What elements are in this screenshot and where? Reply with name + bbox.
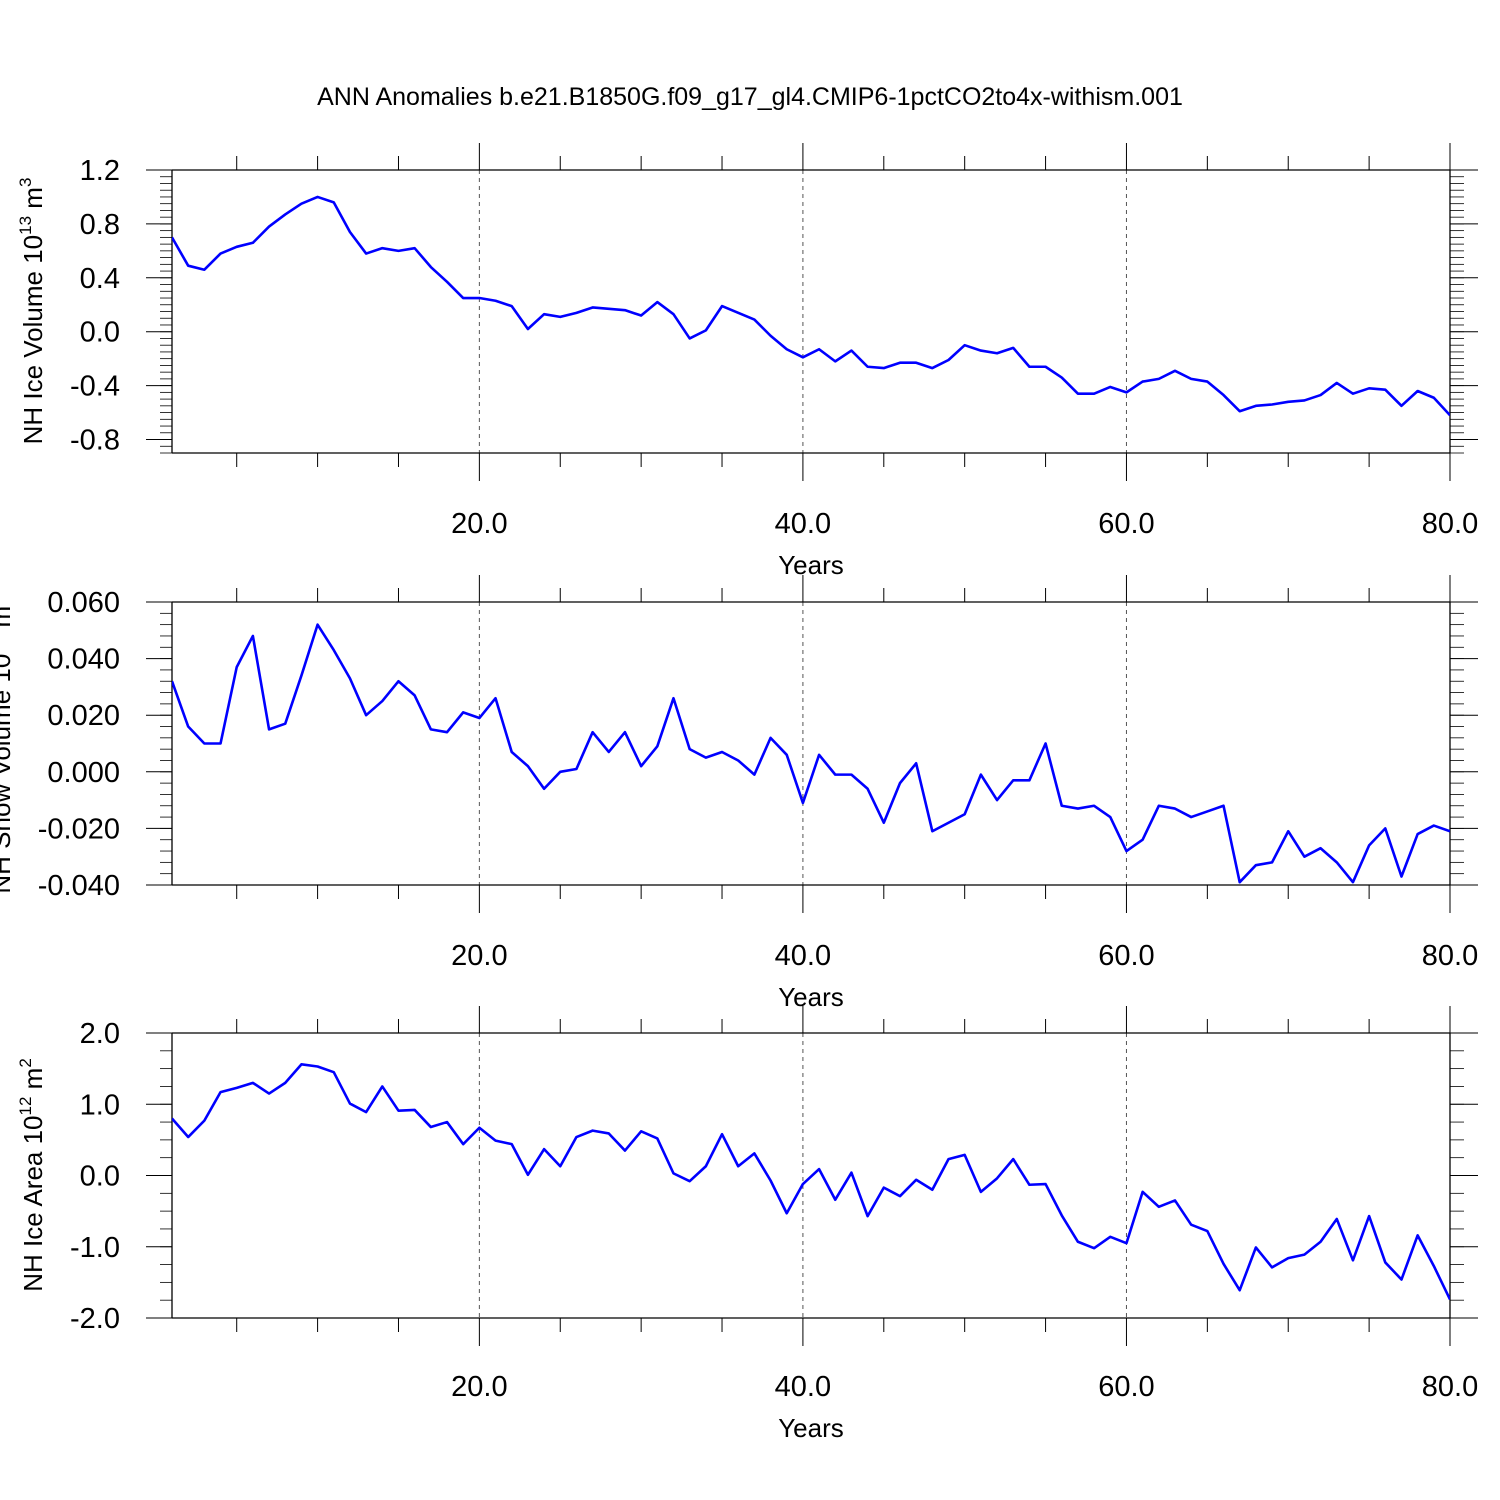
x-tick-label: 80.0 (1422, 1371, 1478, 1403)
y-axis-label: NH Snow Volume 1013 m3 (0, 596, 16, 893)
chart-panel-2: 20.0 40.0 60.0 80.0 -0.040 -0.020 0.000 0.020 0.… (0, 575, 1478, 1012)
y-tick-label: 0.060 (47, 587, 120, 619)
chart-panel-3: 20.0 40.0 60.0 80.0 -2.0 -1.0 0.0 1.0 2.0 Years NH… (16, 1006, 1478, 1443)
chart-panel-1: 20.0 40.0 60.0 80.0 -0.8 -0.4 0.0 0.4 0.8 1.2 Year… (16, 143, 1478, 580)
y-tick-label: -2.0 (70, 1303, 120, 1335)
x-tick-label: 20.0 (451, 508, 507, 540)
x-tick-label: 60.0 (1098, 508, 1154, 540)
chart-title: ANN Anomalies b.e21.B1850G.f09_g17_gl4.C… (317, 83, 1183, 111)
x-tick-label: 20.0 (451, 940, 507, 972)
series-line (172, 623, 1450, 884)
y-tick-label: 0.040 (47, 644, 120, 676)
y-axis-label: NH Ice Area 1012 m2 (16, 1058, 48, 1292)
x-axis-label: Years (778, 982, 844, 1012)
y-tick-label: 0.020 (47, 700, 120, 732)
y-tick-label: -0.020 (38, 813, 120, 845)
y-tick-label: 0.4 (80, 263, 120, 295)
x-tick-label: 40.0 (775, 508, 831, 540)
y-tick-label: 2.0 (80, 1018, 120, 1050)
x-tick-label: 40.0 (775, 1371, 831, 1403)
series-line (172, 195, 1450, 417)
x-tick-label: 60.0 (1098, 940, 1154, 972)
y-tick-label: -0.4 (70, 371, 120, 403)
x-axis-label: Years (778, 1413, 844, 1443)
y-tick-label: 0.000 (47, 757, 120, 789)
x-axis-label: Years (778, 550, 844, 580)
series-line (172, 1063, 1450, 1301)
y-tick-label: -0.8 (70, 425, 120, 457)
y-axis-label: NH Ice Volume 1013 m3 (16, 178, 48, 445)
y-tick-label: 0.0 (80, 317, 120, 349)
x-tick-label: 60.0 (1098, 1371, 1154, 1403)
x-tick-label: 80.0 (1422, 940, 1478, 972)
y-tick-label: -0.040 (38, 870, 120, 902)
y-tick-label: 1.0 (80, 1089, 120, 1121)
y-tick-label: 1.2 (80, 155, 120, 187)
x-tick-label: 40.0 (775, 940, 831, 972)
x-tick-label: 80.0 (1422, 508, 1478, 540)
y-tick-label: 0.0 (80, 1161, 120, 1193)
y-tick-label: 0.8 (80, 209, 120, 241)
x-tick-label: 20.0 (451, 1371, 507, 1403)
y-tick-label: -1.0 (70, 1232, 120, 1264)
